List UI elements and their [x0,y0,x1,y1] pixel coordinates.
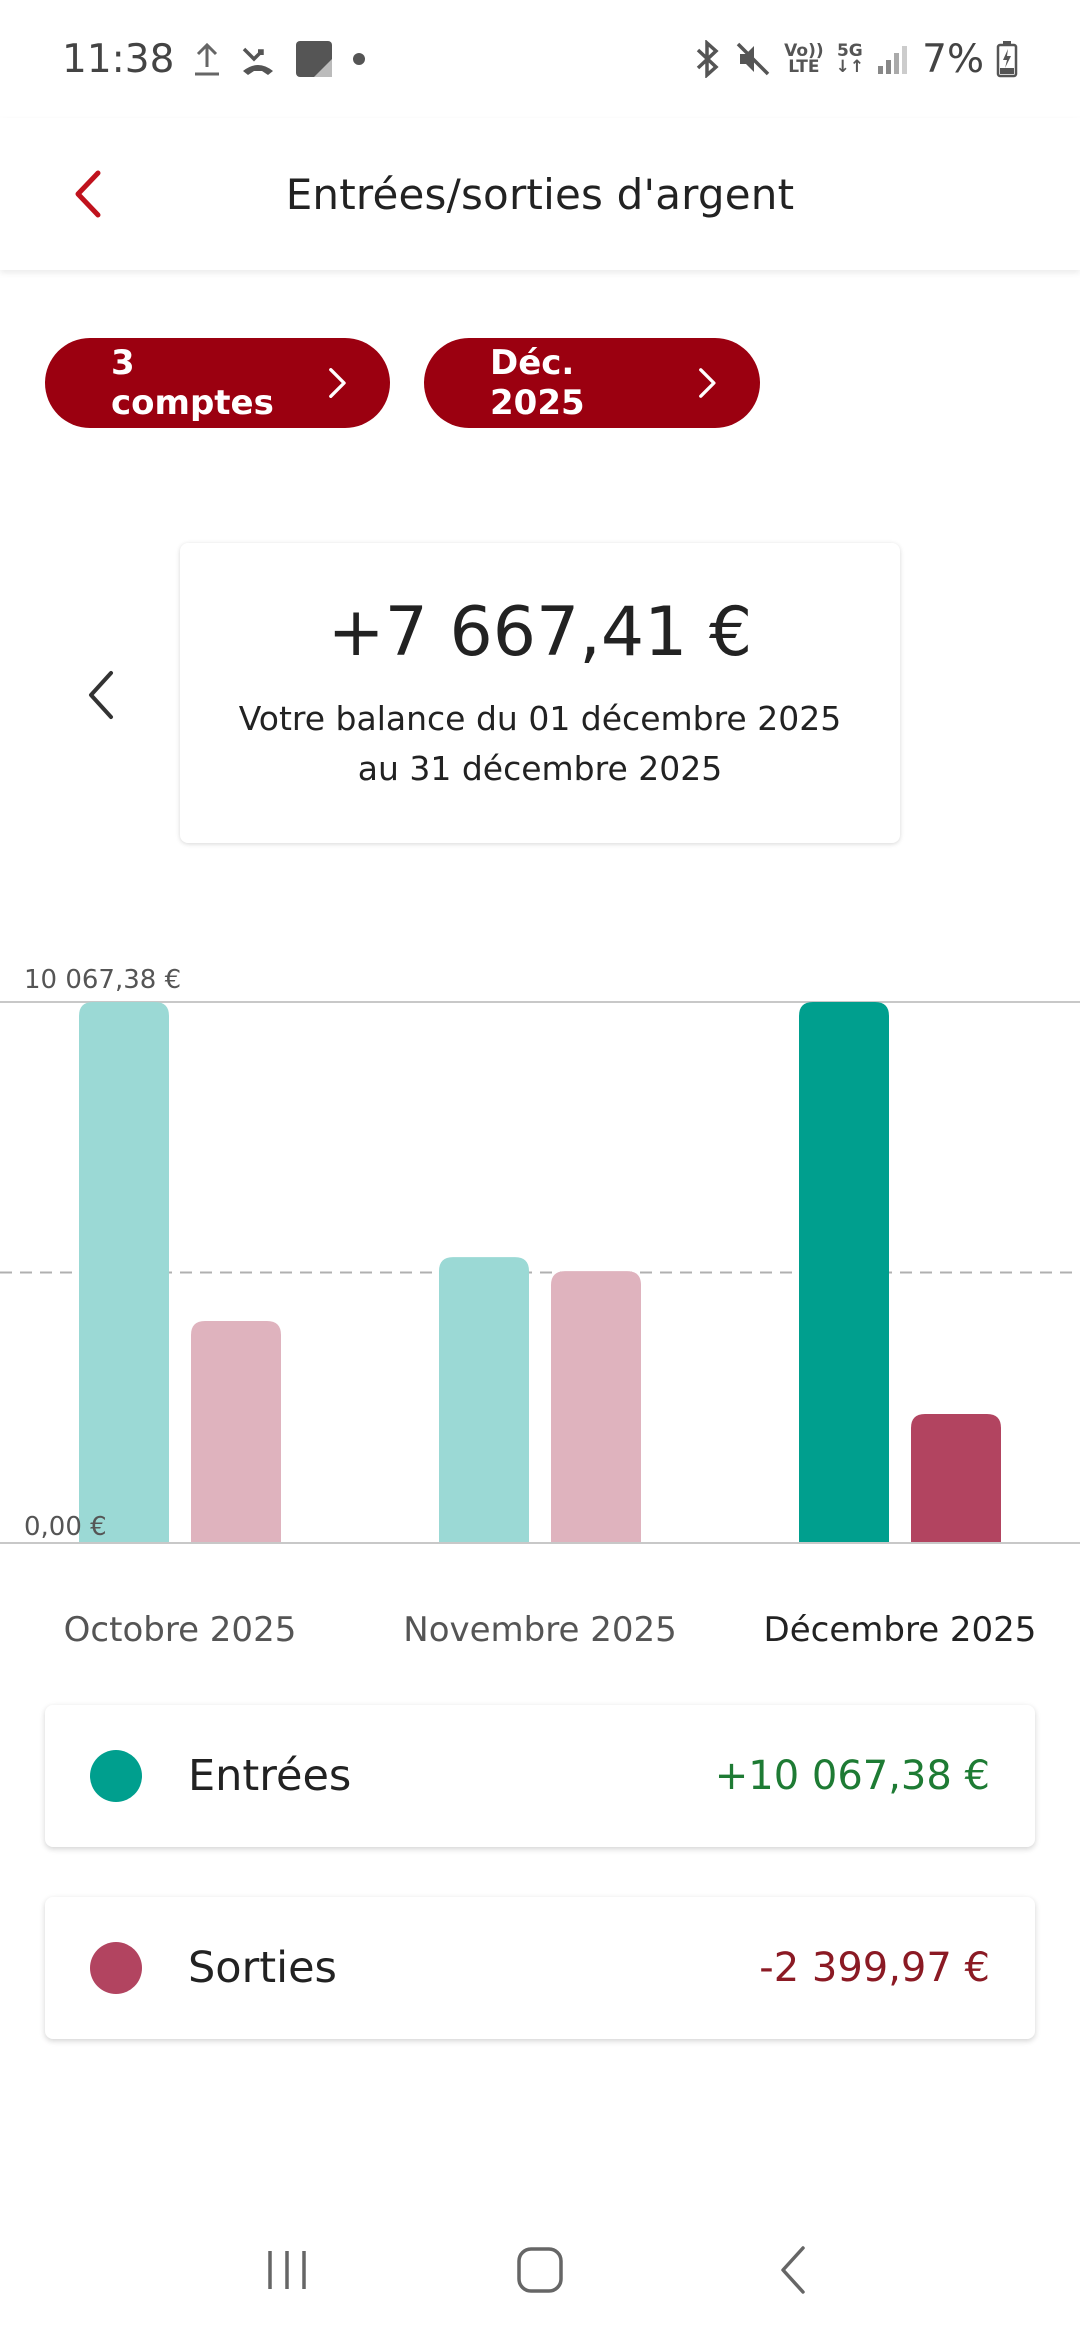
expense-bar-2 [551,1271,641,1543]
mute-icon [734,40,772,78]
expense-bar-3 [911,1414,1001,1543]
recent-apps-button[interactable] [242,2225,332,2315]
period-filter-button[interactable]: Déc. 2025 [424,338,760,428]
income-value: +10 067,38 € [714,1753,990,1799]
month-label[interactable]: Novembre 2025 [403,1610,677,1650]
expense-value: -2 399,97 € [759,1945,990,1991]
battery-percent: 7% [922,36,984,82]
home-button[interactable] [495,2225,585,2315]
filters-row: 3 comptes Déc. 2025 [45,338,760,428]
page-title: Entrées/sorties d'argent [285,169,795,219]
status-time: 11:38 [62,36,175,82]
income-bar-2 [439,1257,529,1543]
chevron-right-icon [699,368,716,398]
income-bar-3 [799,1002,889,1543]
y-max-label: 10 067,38 € [24,965,181,995]
income-label: Entrées [188,1751,352,1801]
system-nav-bar [0,2200,1080,2340]
expense-bar-1 [191,1321,281,1543]
balance-amount: +7 667,41 € [327,592,753,672]
app-header: Entrées/sorties d'argent [0,118,1080,270]
5g-indicator: 5G ↓↑ [835,41,865,77]
upload-icon [192,41,222,77]
accounts-filter-label: 3 comptes [111,343,274,423]
accounts-filter-button[interactable]: 3 comptes [45,338,390,428]
status-right: Vo)) LTE 5G ↓↑ 7% [692,37,1018,82]
balance-caption: Votre balance du 01 décembre 2025 au 31 … [239,694,841,794]
battery-charging-icon [996,40,1018,78]
expense-dot [90,1942,142,1994]
period-filter-label: Déc. 2025 [490,343,585,423]
back-arrow-icon [75,170,101,218]
income-dot [90,1750,142,1802]
income-bar-1 [79,1002,169,1543]
5g-top: 5G [836,41,863,61]
chart-svg: 10 067,38 € 0,00 € [0,965,1080,1544]
system-back-icon [781,2246,806,2294]
income-legend-card[interactable]: Entrées +10 067,38 € [45,1705,1035,1847]
more-notifications-dot-icon [352,52,366,66]
month-label[interactable]: Décembre 2025 [763,1610,1037,1650]
bluetooth-icon [692,40,722,78]
volte-top: Vo)) [784,41,824,61]
month-labels: Octobre 2025 Novembre 2025 Décembre 2025 [0,1610,1080,1660]
signal-icon [876,42,910,76]
5g-bottom: ↓↑ [835,57,865,77]
chevron-right-icon [329,368,346,398]
balance-caption-line2: au 31 décembre 2025 [357,748,723,788]
volte-bottom: LTE [788,57,820,77]
y-min-label: 0,00 € [24,1512,107,1542]
status-left: 11:38 [62,37,366,82]
home-icon [517,2247,563,2293]
month-label[interactable]: Octobre 2025 [63,1610,297,1650]
income-expense-chart: 10 067,38 € 0,00 € [0,950,1080,1570]
volte-indicator: Vo)) LTE [784,41,824,77]
app-notification-icon [294,39,334,79]
recent-apps-icon [267,2251,306,2289]
status-bar: 11:38 Vo)) LTE 5G ↓↑ 7% [0,0,1080,118]
missed-call-icon [240,41,276,77]
balance-card: +7 667,41 € Votre balance du 01 décembre… [180,543,900,843]
back-button[interactable] [48,154,128,234]
expense-legend-card[interactable]: Sorties -2 399,97 € [45,1897,1035,2039]
system-back-button[interactable] [748,2225,838,2315]
chevron-left-icon [89,671,113,719]
balance-caption-line1: Votre balance du 01 décembre 2025 [238,698,842,738]
expense-label: Sorties [188,1943,337,1993]
previous-period-button[interactable] [60,655,140,735]
